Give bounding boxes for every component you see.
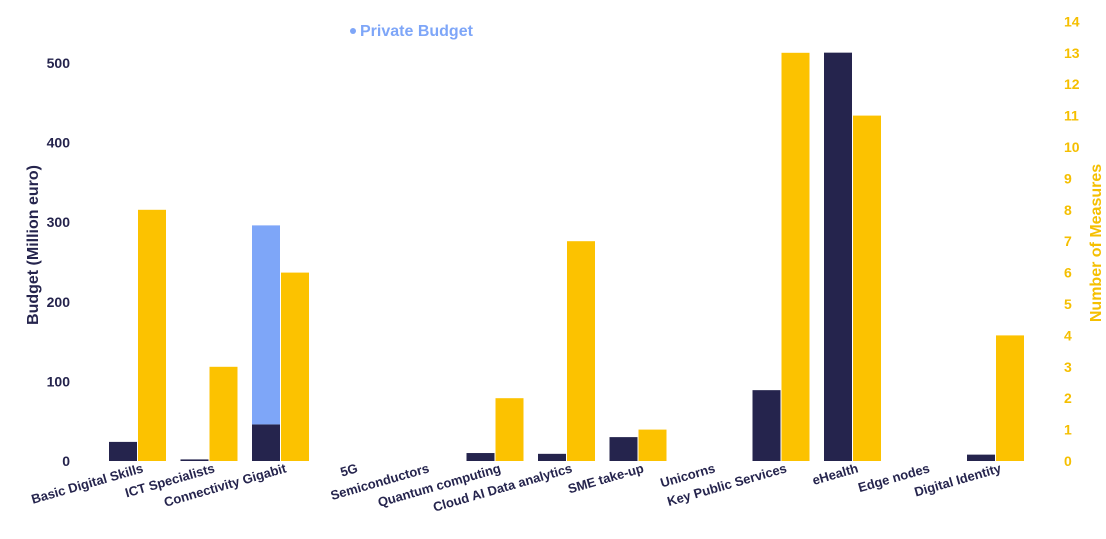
y-tick-left: 100	[47, 373, 71, 389]
legend: Private Budget	[350, 23, 474, 40]
y-tick-right: 1	[1064, 422, 1072, 438]
bar-public-budget-connectivity-gigabit	[252, 424, 280, 461]
y-tick-left: 300	[47, 214, 71, 230]
bar-measures-ict-specialists	[209, 366, 238, 461]
category-label: Connectivity Gigabit	[162, 460, 288, 509]
bar-private-budget-connectivity-gigabit	[252, 225, 280, 425]
y-tick-right: 10	[1064, 139, 1080, 155]
y-tick-right: 12	[1064, 76, 1080, 92]
y-axis-left: 0 100 200 300 400 500	[47, 55, 71, 469]
bar-public-budget-cloud-ai-data-analytics	[538, 453, 566, 461]
bar-measures-key-public-services	[781, 52, 810, 462]
bar-public-budget-digital-identity	[967, 454, 995, 461]
y-tick-left: 400	[47, 135, 71, 151]
category-label: SME take-up	[566, 460, 645, 496]
y-tick-right: 5	[1064, 296, 1072, 312]
bar-public-budget-sme-take-up	[609, 437, 638, 461]
bar-measures-connectivity-gigabit	[281, 272, 309, 461]
bar-measures-sme-take-up	[638, 429, 667, 461]
y-tick-left: 500	[47, 55, 71, 71]
y-tick-left: 0	[62, 453, 70, 469]
y-tick-left: 200	[47, 294, 71, 310]
bar-public-budget-key-public-services	[752, 390, 781, 461]
y-tick-right: 9	[1064, 170, 1072, 186]
category-label: 5G	[339, 460, 360, 479]
bar-public-budget-ict-specialists	[180, 459, 209, 461]
legend-marker-private-budget	[350, 28, 356, 34]
bar-measures-digital-identity	[996, 335, 1024, 461]
y-axis-title-right: Number of Measures	[1088, 164, 1105, 322]
y-tick-right: 14	[1064, 13, 1080, 29]
y-tick-right: 13	[1064, 45, 1080, 61]
bar-measures-basic-digital-skills	[138, 209, 166, 461]
y-tick-right: 0	[1064, 453, 1072, 469]
y-tick-right: 6	[1064, 265, 1072, 281]
y-tick-right: 4	[1064, 327, 1072, 343]
y-axis-title-left: Budget (Million euro)	[25, 165, 42, 325]
bar-measures-ehealth	[853, 115, 881, 461]
y-tick-right: 2	[1064, 390, 1072, 406]
bars	[109, 52, 1024, 462]
bar-public-budget-ehealth	[824, 52, 852, 461]
y-tick-right: 7	[1064, 233, 1072, 249]
y-tick-right: 8	[1064, 202, 1072, 218]
bar-public-budget-quantum-computing	[466, 453, 495, 461]
bar-measures-cloud-ai-data-analytics	[567, 241, 595, 461]
legend-label-private-budget: Private Budget	[360, 23, 474, 40]
category-label: eHealth	[811, 460, 860, 487]
bar-public-budget-basic-digital-skills	[109, 441, 137, 461]
y-tick-right: 11	[1064, 108, 1079, 124]
bar-measures-quantum-computing	[495, 398, 524, 461]
y-tick-right: 3	[1064, 359, 1072, 375]
